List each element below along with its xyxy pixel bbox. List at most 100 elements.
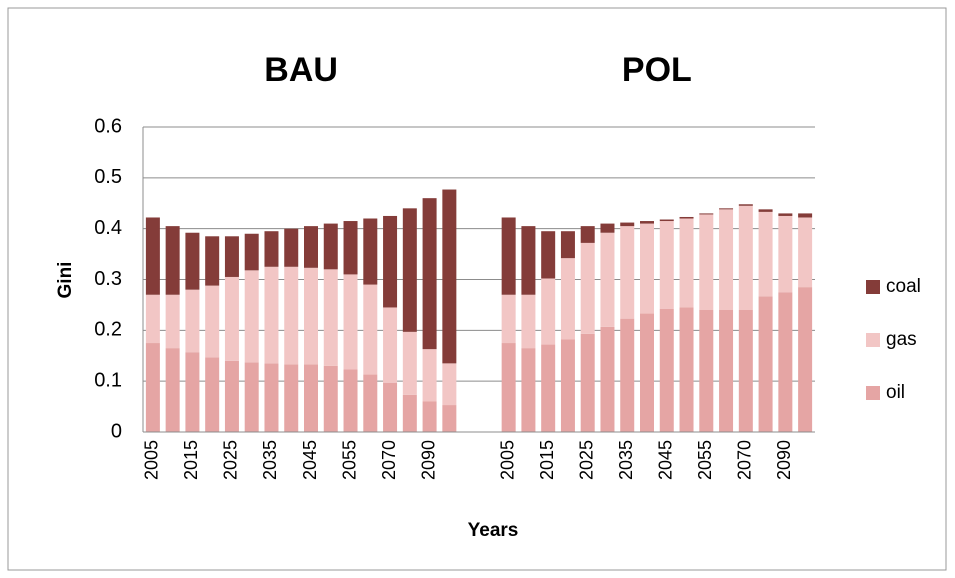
bar-segment xyxy=(304,226,318,268)
bar-segment xyxy=(679,216,694,219)
bar-segment xyxy=(383,382,398,432)
x-tick-label: 2035 xyxy=(260,440,280,480)
bar-segment xyxy=(778,213,793,216)
bar-segment xyxy=(264,363,279,432)
bar-segment xyxy=(758,296,773,432)
x-tick-label: 2015 xyxy=(537,440,557,480)
bar-segment xyxy=(521,348,536,432)
x-tick-label: 2005 xyxy=(497,440,517,480)
bar-segment xyxy=(521,226,536,295)
x-tick-label: 2015 xyxy=(181,440,201,480)
bar-segment xyxy=(343,369,358,432)
bar-segment xyxy=(620,222,635,227)
legend-label: gas xyxy=(886,329,917,350)
bar-segment xyxy=(659,221,674,309)
bar-segment xyxy=(402,331,417,395)
bar-segment xyxy=(699,310,714,432)
x-tick-label: 2090 xyxy=(418,440,438,480)
y-axis-label: Gini xyxy=(55,262,76,299)
bar-segment xyxy=(304,364,318,432)
y-tick-label: 0.4 xyxy=(94,217,122,239)
bar-segment xyxy=(560,339,575,432)
panel-title: POL xyxy=(622,51,692,89)
bar-segment xyxy=(738,310,753,432)
x-tick-label: 2005 xyxy=(142,440,162,480)
bar-segment xyxy=(363,374,378,432)
bar-segment xyxy=(659,308,674,432)
bar-segment xyxy=(343,221,358,275)
bar-segment xyxy=(185,232,200,290)
bar-segment xyxy=(798,213,813,218)
bar-segment xyxy=(323,365,338,432)
bar-segment xyxy=(580,242,595,334)
bar-segment xyxy=(363,284,378,375)
bar-segment xyxy=(640,221,654,224)
bar-segment xyxy=(165,226,180,295)
panel-title: BAU xyxy=(264,51,338,89)
bar-segment xyxy=(521,294,536,349)
x-axis-label: Years xyxy=(468,520,519,541)
bar-segment xyxy=(719,209,734,310)
y-tick-label: 0.6 xyxy=(94,115,122,137)
legend-swatch xyxy=(866,333,880,347)
x-tick-label: 2035 xyxy=(616,440,636,480)
bar-segment xyxy=(165,348,180,432)
bar-segment xyxy=(383,307,398,383)
bar-segment xyxy=(323,223,338,270)
x-tick-label: 2025 xyxy=(576,440,596,480)
bar-segment xyxy=(699,214,714,310)
bar-segment xyxy=(185,352,200,432)
bar-segment xyxy=(205,285,220,358)
bar-segment xyxy=(284,364,299,432)
legend-swatch xyxy=(866,386,880,400)
bar-segment xyxy=(679,218,694,308)
bar-segment xyxy=(185,289,200,353)
bar-segment xyxy=(264,231,279,267)
bar-segment xyxy=(442,363,457,406)
bar-segment xyxy=(560,258,575,340)
bar-segment xyxy=(501,294,516,344)
bar-segment xyxy=(719,310,734,432)
bar-segment xyxy=(205,236,220,286)
y-tick-label: 0 xyxy=(111,420,122,442)
bar-segment xyxy=(580,333,595,432)
bar-segment xyxy=(284,266,299,365)
bar-segment xyxy=(738,205,753,310)
bar-segment xyxy=(798,217,813,288)
x-tick-label: 2055 xyxy=(339,440,359,480)
bar-segment xyxy=(758,209,773,212)
x-tick-label: 2090 xyxy=(774,440,794,480)
bar-segment xyxy=(758,211,773,297)
bar-segment xyxy=(244,362,259,432)
y-tick-label: 0.1 xyxy=(94,369,122,391)
bar-segment xyxy=(244,270,259,363)
bar-segment xyxy=(541,231,556,279)
bar-segment xyxy=(422,198,437,350)
bar-segment xyxy=(659,219,674,222)
bar-segment xyxy=(600,223,615,233)
bar-segment xyxy=(541,278,556,345)
bar-segment xyxy=(738,204,753,206)
bar-segment xyxy=(600,326,615,432)
bar-segment xyxy=(205,357,220,432)
bar-segment xyxy=(165,294,180,349)
legend-label: coal xyxy=(886,276,921,297)
x-tick-label: 2055 xyxy=(695,440,715,480)
x-tick-label: 2070 xyxy=(379,440,399,480)
bar-segment xyxy=(323,269,338,366)
bar-segment xyxy=(145,294,160,344)
bar-segment xyxy=(422,349,437,402)
bar-segment xyxy=(304,267,318,365)
bar-segment xyxy=(679,307,694,432)
bar-segment xyxy=(620,226,635,319)
x-tick-label: 2045 xyxy=(656,440,676,480)
bar-segment xyxy=(699,213,714,215)
bar-segment xyxy=(264,266,279,364)
bar-segment xyxy=(363,218,378,285)
bar-segment xyxy=(798,287,813,432)
bar-segment xyxy=(778,292,793,432)
bar-segment xyxy=(778,215,793,293)
bar-segment xyxy=(501,217,516,295)
bar-segment xyxy=(560,231,575,259)
